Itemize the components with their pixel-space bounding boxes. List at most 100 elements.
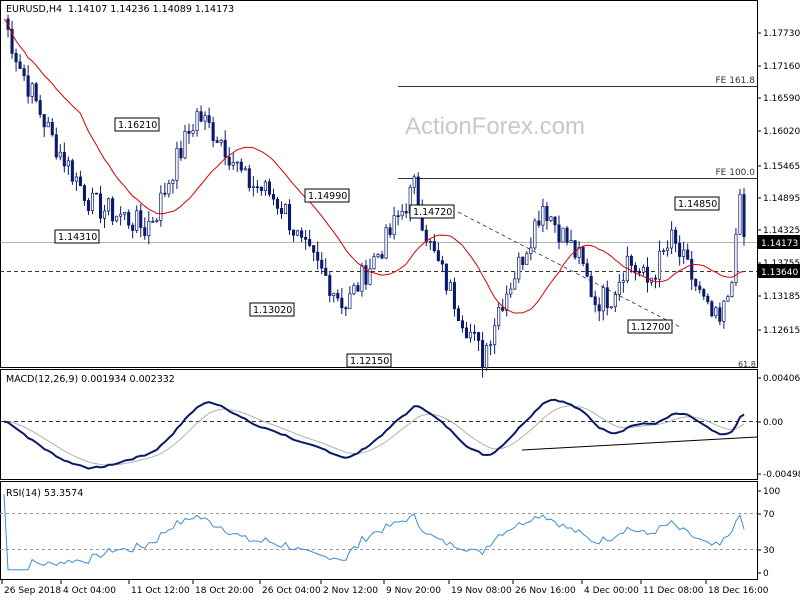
candle-body [267, 181, 271, 195]
candle-body [388, 227, 392, 235]
candle-body [50, 122, 54, 136]
rsi-layer [3, 494, 745, 571]
candle-body [115, 215, 119, 222]
ma-layer [3, 18, 745, 314]
moving-average-line [3, 18, 745, 314]
candle-body [332, 292, 336, 296]
price-axis-label: 1.16590 [763, 94, 800, 104]
macd-axis-label: -0.004981 [763, 470, 800, 480]
swing-label-box [249, 302, 295, 317]
candle-body [22, 68, 26, 77]
candle-body [505, 293, 509, 311]
candle-body [641, 266, 646, 273]
candle-body [670, 229, 674, 249]
price-axis: 1.17730 1.17160 1.16590 1.16020 1.15465 1.148… [757, 29, 800, 336]
candle-body [376, 254, 380, 258]
macd-pane-frame [0, 369, 758, 480]
candle-body [569, 240, 573, 243]
candle-body [14, 53, 18, 63]
candle-body [613, 294, 617, 308]
candle-body [633, 265, 637, 273]
time-axis-label: 11 Oct 12:00 [131, 586, 190, 596]
swing-label-text: 1.14310 [58, 232, 97, 243]
candle-body [26, 75, 30, 97]
candle-body [710, 301, 714, 317]
candle-body [444, 263, 448, 291]
candle-body [452, 282, 456, 310]
swing-label-text: 1.14720 [413, 207, 452, 218]
price-axis-label: 1.17730 [763, 29, 800, 39]
time-axis-label: 11 Dec 08:00 [643, 586, 704, 596]
candle-body [653, 277, 658, 280]
candle-body [119, 213, 123, 217]
candle-body [545, 206, 549, 221]
macd-label: MACD(12,26,9) 0.001934 0.002332 [6, 374, 175, 385]
candle-body [167, 183, 171, 195]
candle-body [722, 300, 726, 322]
candle-body [171, 179, 175, 184]
candle-body [682, 249, 686, 257]
candle-body [279, 208, 284, 214]
time-axis-label: 9 Nov 20:00 [386, 586, 441, 596]
candle-body [553, 216, 557, 226]
candle-body [251, 186, 255, 189]
candle-body [585, 263, 589, 277]
candle-body [275, 198, 280, 209]
candle-body [215, 140, 219, 143]
candle-body [501, 306, 505, 311]
candle-body [593, 296, 597, 306]
candle-body [58, 151, 62, 158]
candle-body [637, 271, 641, 274]
time-axis: 26 Sep 2018 4 Oct 04:00 11 Oct 12:00 18 Oct… [1, 580, 769, 596]
candle-body [718, 307, 722, 322]
candle-body [601, 287, 605, 312]
candle-body [231, 162, 235, 166]
support-price-tag: 1.13640 [758, 264, 800, 278]
candle-body [541, 206, 545, 226]
current-price-text: 1.14173 [761, 239, 798, 249]
candle-body [304, 236, 308, 240]
candle-body [296, 230, 300, 236]
candle-body [525, 253, 529, 265]
fe-1000-label: FE 100.0 [716, 168, 756, 178]
candle-body [432, 241, 436, 252]
candle-body [348, 293, 352, 310]
price-axis-label: 1.14895 [763, 194, 800, 204]
rsi-axis: 100 70 30 0 [757, 487, 780, 579]
candle-body [464, 327, 469, 339]
candle-body [597, 304, 601, 312]
candle-body [404, 210, 408, 214]
candle-body [493, 325, 497, 345]
candle-body [151, 220, 155, 223]
candle-body [74, 176, 78, 182]
candle-body [609, 306, 613, 309]
candle-body [356, 285, 360, 292]
swing-labels-layer: 1.16210 1.14310 1.13020 1.14990 1.12150 1.147… [54, 117, 720, 368]
candle-body [111, 198, 115, 222]
time-axis-label: 26 Oct 04:00 [262, 586, 321, 596]
candle-body [107, 198, 111, 212]
swing-label-box [409, 204, 455, 219]
rsi-label: RSI(14) 53.3574 [6, 488, 83, 499]
rsi-line [3, 494, 745, 571]
candle-body [340, 297, 344, 309]
candle-body [617, 281, 621, 295]
candle-body [690, 259, 694, 280]
candle-body [123, 212, 127, 215]
swing-label-text: 1.14850 [678, 199, 717, 210]
candle-body [175, 148, 179, 181]
candle-body [726, 296, 730, 302]
candle-body [416, 176, 420, 210]
candle-body [702, 289, 706, 297]
candle-body [489, 344, 493, 346]
candle-body [428, 241, 432, 243]
candle-body [561, 227, 565, 243]
candle-body [645, 266, 650, 283]
candle-body [316, 251, 320, 261]
candle-body [10, 29, 14, 54]
candle-body [509, 288, 513, 295]
rsi-axis-label: 30 [763, 546, 775, 556]
candle-body [42, 114, 46, 128]
candle-body [666, 247, 670, 251]
